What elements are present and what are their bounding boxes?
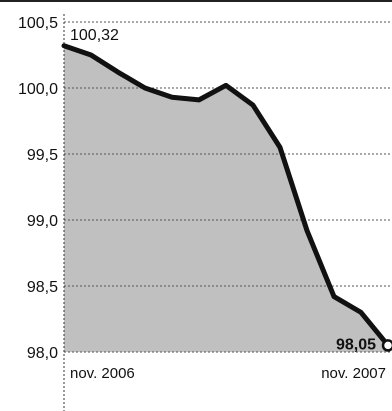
data-point bbox=[359, 310, 363, 314]
data-label-start: 100,32 bbox=[70, 27, 119, 44]
data-point bbox=[305, 229, 309, 233]
data-point bbox=[197, 98, 201, 102]
data-point bbox=[224, 83, 228, 87]
y-tick-label: 99,5 bbox=[27, 147, 58, 164]
data-label-end: 98,05 bbox=[336, 336, 376, 353]
y-tick-label: 100,0 bbox=[18, 81, 58, 98]
y-tick-label: 98,5 bbox=[27, 279, 58, 296]
data-point bbox=[143, 86, 147, 90]
y-tick-label: 99,0 bbox=[27, 213, 58, 230]
y-tick-label: 100,5 bbox=[18, 15, 58, 32]
end-point-marker bbox=[381, 339, 392, 352]
series-area bbox=[64, 45, 388, 352]
x-tick-label: nov. 2007 bbox=[321, 365, 386, 382]
data-point bbox=[251, 103, 255, 107]
data-point bbox=[278, 145, 282, 149]
data-point bbox=[170, 95, 174, 99]
data-point bbox=[89, 53, 93, 57]
x-tick-label: nov. 2006 bbox=[70, 365, 135, 382]
data-point bbox=[62, 44, 66, 48]
y-tick-label: 98,0 bbox=[27, 345, 58, 362]
data-point bbox=[332, 295, 336, 299]
data-point bbox=[116, 70, 120, 74]
